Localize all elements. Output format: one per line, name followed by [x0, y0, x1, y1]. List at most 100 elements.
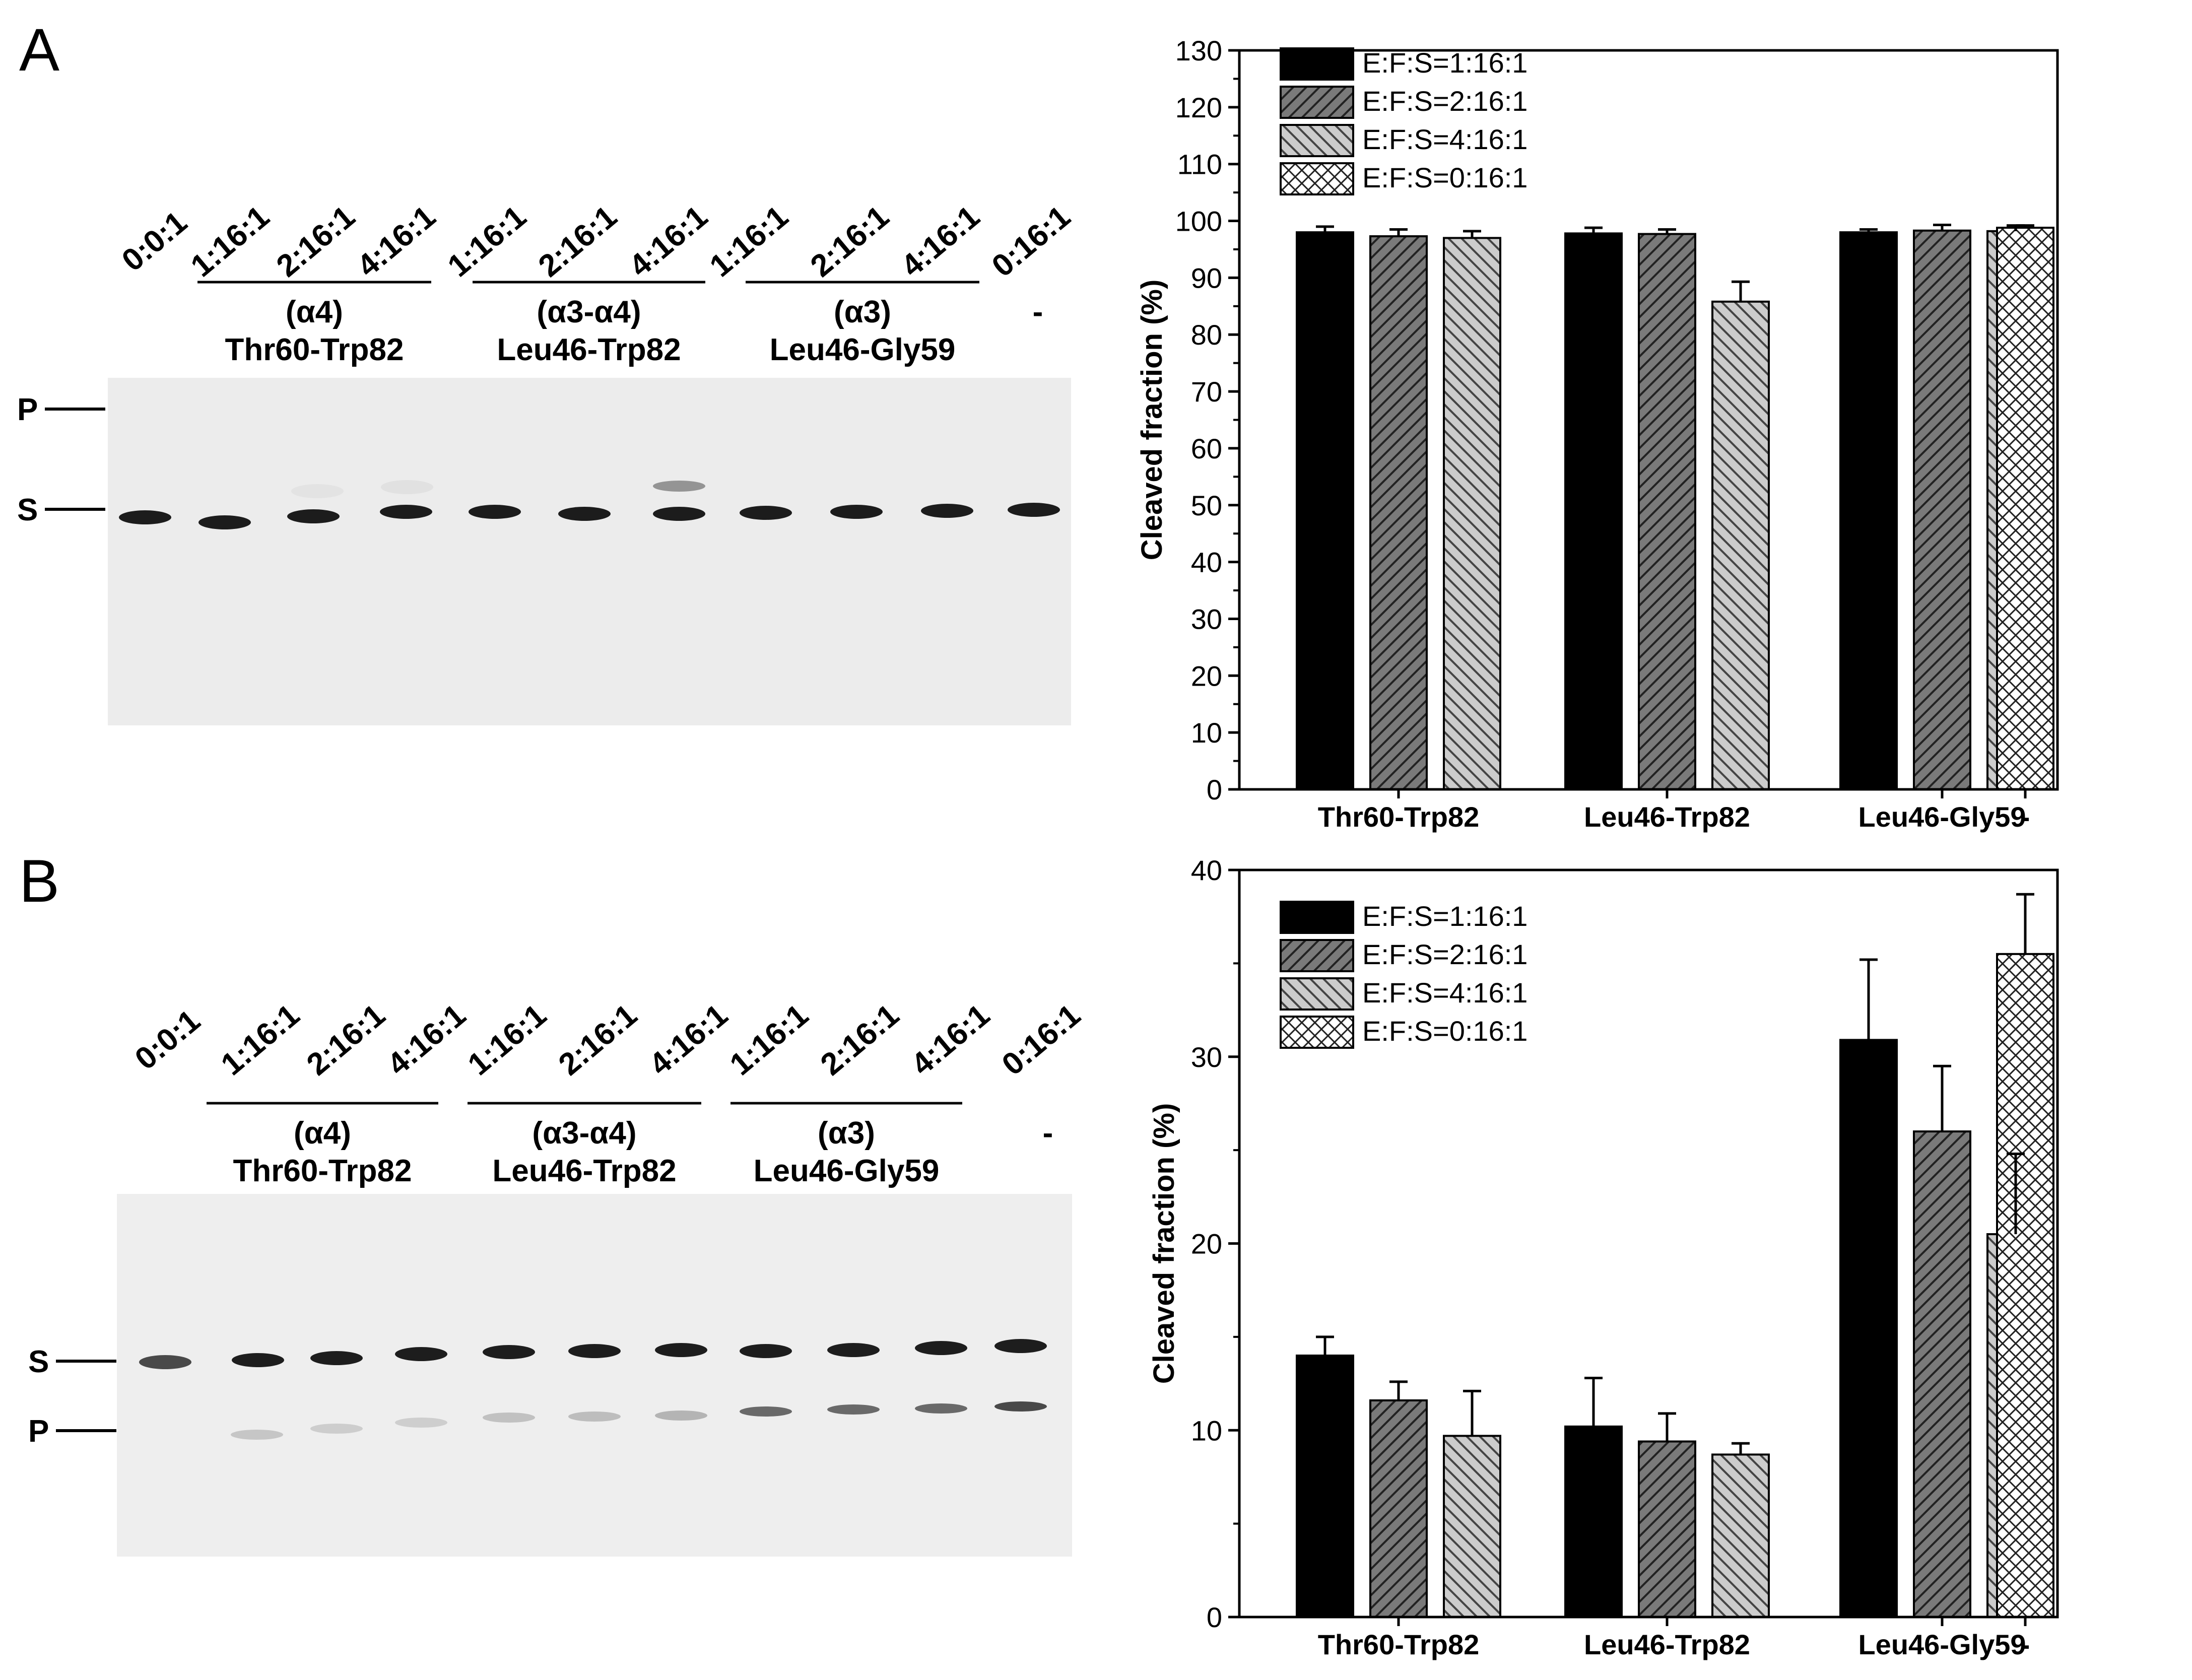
- group-region-label: (α4): [294, 1116, 351, 1151]
- y-tick-label: 130: [1175, 35, 1222, 66]
- bar: [1638, 233, 1696, 791]
- y-tick-label: 70: [1191, 376, 1222, 408]
- product-band: [469, 505, 521, 519]
- lane-label: 4:16:1: [895, 199, 986, 284]
- x-tick-label: Leu46-Trp82: [1584, 801, 1750, 833]
- substrate-band: [915, 1341, 967, 1355]
- panel-a-letter: A: [19, 16, 60, 84]
- legend-swatch: [1280, 124, 1354, 157]
- product-band: [310, 1424, 363, 1434]
- x-tick-label: Leu46-Trp82: [1584, 1629, 1750, 1660]
- product-band: [921, 504, 973, 518]
- x-tick-label: Leu46-Gly59: [1858, 801, 2026, 833]
- lane-label: 4:16:1: [623, 199, 714, 284]
- lane-label: 1:16:1: [441, 199, 533, 284]
- y-tick-label: 40: [1191, 547, 1222, 578]
- y-tick-label: 100: [1175, 206, 1222, 237]
- bar: [1564, 1425, 1623, 1618]
- product-band: [558, 507, 611, 521]
- x-tick-label: Thr60-Trp82: [1318, 1629, 1480, 1660]
- bar-chart-panel-b: Cleaved fraction (%) 0 10 20 30 40 Thr60-Trp…: [1148, 854, 2059, 1660]
- bar: [1996, 953, 2054, 1618]
- y-tick-label: 40: [1191, 854, 1222, 886]
- legend-swatch: [1280, 939, 1354, 972]
- product-band: [231, 1430, 283, 1440]
- legend-swatch: [1280, 901, 1354, 934]
- panel-b-letter: B: [19, 847, 60, 915]
- product-band: [483, 1413, 535, 1423]
- group-name-label: Thr60-Trp82: [225, 332, 404, 367]
- bar: [1913, 1130, 1971, 1618]
- substrate-band: [740, 1344, 792, 1358]
- legend-swatch: [1280, 1016, 1354, 1049]
- substrate-band: [139, 1355, 191, 1369]
- group-region-label: (α3): [818, 1116, 875, 1151]
- y-tick-label: 30: [1191, 603, 1222, 635]
- y-tick-label: 110: [1177, 149, 1222, 180]
- group-name-label: Leu46-Trp82: [497, 332, 681, 367]
- bar: [1443, 237, 1501, 790]
- lane-label: 4:16:1: [381, 997, 473, 1082]
- substrate-marker-label: S: [28, 1345, 49, 1379]
- gel-image: [108, 378, 1071, 725]
- lane-label: 2:16:1: [300, 997, 392, 1082]
- product-band: [827, 1404, 880, 1415]
- lane-label: 2:16:1: [270, 199, 362, 284]
- group-region-label: (α3): [834, 295, 891, 329]
- product-marker-label: P: [17, 392, 38, 427]
- bar: [1711, 1453, 1770, 1618]
- bar: [1369, 235, 1428, 790]
- x-tick-label: Thr60-Trp82: [1318, 801, 1480, 833]
- group-region-label: -: [1043, 1116, 1053, 1151]
- bar: [1996, 227, 2054, 791]
- lane-label: 2:16:1: [532, 199, 624, 284]
- lane-label: 2:16:1: [552, 997, 644, 1082]
- product-band: [380, 505, 432, 519]
- group-region-label: (α4): [286, 295, 343, 329]
- legend-swatch: [1280, 86, 1354, 119]
- product-band: [568, 1412, 621, 1422]
- x-tick-label: -: [2021, 801, 2030, 833]
- lane-label: 2:16:1: [804, 199, 896, 284]
- product-band: [395, 1418, 447, 1428]
- substrate-band: [310, 1351, 363, 1365]
- lane-label: 0:0:1: [115, 205, 193, 278]
- legend-swatch: [1280, 47, 1354, 81]
- y-tick-label: 90: [1191, 262, 1222, 294]
- lane-label: 1:16:1: [461, 997, 553, 1082]
- group-region-label: (α3-α4): [537, 295, 641, 329]
- y-tick-label: 50: [1191, 490, 1222, 521]
- substrate-marker-label: S: [17, 493, 38, 527]
- group-region-label: -: [1033, 295, 1043, 329]
- y-tick-label: 0: [1207, 774, 1222, 805]
- product-band: [994, 1401, 1047, 1412]
- bar: [1913, 229, 1971, 791]
- lane-label: 0:0:1: [128, 1003, 207, 1077]
- product-band: [1008, 503, 1060, 517]
- substrate-band: [653, 481, 705, 492]
- group-region-label: (α3-α4): [532, 1116, 636, 1151]
- lane-label: 1:16:1: [723, 997, 815, 1082]
- bar: [1839, 1039, 1898, 1619]
- product-band: [655, 1410, 707, 1421]
- substrate-band: [232, 1353, 284, 1367]
- lane-label: 4:16:1: [905, 997, 997, 1082]
- legend-label: E:F:S=4:16:1: [1362, 123, 1527, 155]
- product-marker-label: P: [28, 1414, 49, 1449]
- bar: [1564, 232, 1623, 790]
- bar: [1369, 1399, 1428, 1619]
- product-band: [653, 507, 705, 521]
- substrate-band: [655, 1343, 707, 1357]
- substrate-band: [119, 510, 171, 524]
- bar: [1711, 300, 1770, 790]
- group-name-label: Leu46-Gly59: [770, 332, 956, 367]
- product-band: [915, 1403, 967, 1414]
- y-tick-label: 0: [1207, 1601, 1222, 1633]
- substrate-band: [827, 1343, 880, 1357]
- y-tick-label: 10: [1191, 717, 1222, 749]
- product-band: [287, 509, 340, 523]
- y-tick-label: 20: [1191, 660, 1222, 692]
- x-tick-label: Leu46-Gly59: [1858, 1629, 2026, 1660]
- substrate-band: [483, 1345, 535, 1359]
